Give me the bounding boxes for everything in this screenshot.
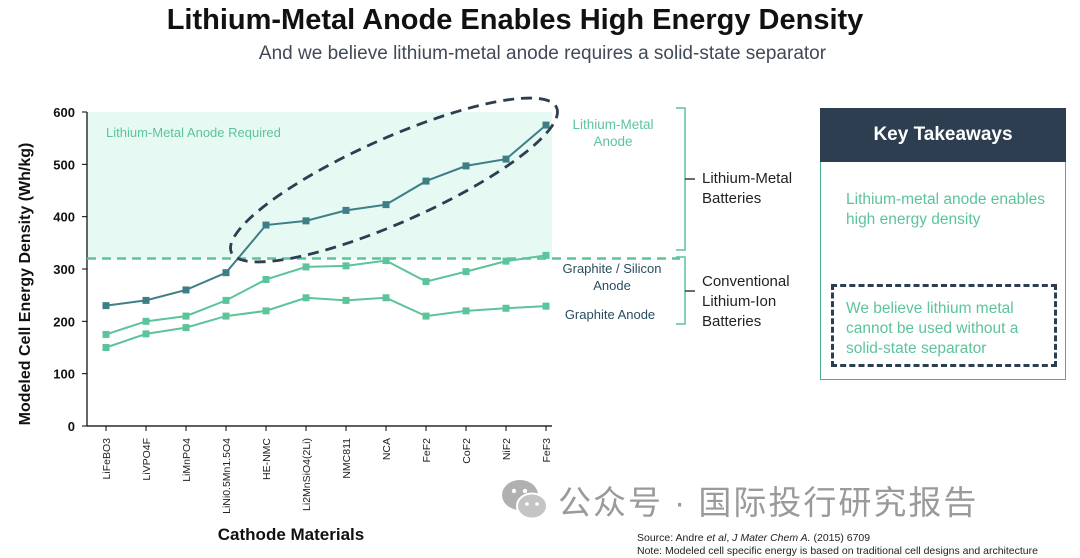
x-tick-label: CoF2 bbox=[461, 438, 473, 464]
series-label-graphite: Graphite Anode bbox=[565, 307, 655, 322]
data-point bbox=[542, 121, 550, 129]
group-label-lithium-metal-line2: Batteries bbox=[702, 190, 761, 207]
wechat-icon bbox=[500, 477, 550, 523]
data-point bbox=[102, 344, 110, 351]
x-tick-label: LiFeBO3 bbox=[101, 438, 113, 480]
page-subtitle: And we believe lithium-metal anode requi… bbox=[258, 43, 827, 64]
energy-density-chart: Lithium-Metal Anode Required 0 100 200 300 40… bbox=[17, 96, 792, 544]
series-line bbox=[105, 296, 547, 349]
group-label-conventional-line1: Conventional bbox=[702, 273, 790, 290]
data-point bbox=[462, 307, 470, 315]
bracket-conventional bbox=[676, 256, 686, 325]
y-tick-label: 200 bbox=[53, 314, 75, 329]
data-point bbox=[542, 251, 550, 259]
x-axis-label: Cathode Materials bbox=[218, 525, 364, 544]
series-label-lithium-metal-line1: Lithium-Metal bbox=[572, 117, 653, 132]
x-tick-label: LiNi0.5Mn1.5O4 bbox=[221, 438, 233, 514]
page-title: Lithium-Metal Anode Enables High Energy … bbox=[166, 4, 864, 36]
source-citation: Source: Andre et al, J Mater Chem A. (20… bbox=[637, 532, 870, 544]
x-tick-label: LiMnPO4 bbox=[181, 438, 193, 482]
data-point bbox=[462, 268, 470, 276]
data-point bbox=[142, 296, 150, 304]
data-point bbox=[262, 307, 270, 315]
y-tick-label: 0 bbox=[68, 419, 75, 434]
bracket-lithium-metal bbox=[676, 107, 686, 251]
y-tick-label: 300 bbox=[53, 262, 75, 277]
series-line bbox=[105, 124, 547, 307]
x-tick-label: FeF2 bbox=[421, 438, 433, 463]
x-tick-label: Li2MnSiO4(2Li) bbox=[301, 438, 313, 511]
x-tick-label: LiVPO4F bbox=[141, 438, 153, 481]
data-point bbox=[102, 330, 110, 338]
takeaway-point-1: Lithium-metal anode enables high energy … bbox=[846, 191, 1046, 228]
watermark: 公众号 · 国际投行研究报告 bbox=[500, 476, 978, 524]
group-label-conventional-line2: Lithium-Ion bbox=[702, 293, 776, 310]
data-point bbox=[302, 217, 310, 225]
data-point bbox=[142, 317, 150, 325]
source-etal: et al bbox=[706, 532, 727, 544]
takeaway-dashed-box bbox=[831, 284, 1057, 367]
series-label-graphite-silicon-line2: Anode bbox=[593, 278, 631, 293]
x-tick-label: FeF3 bbox=[541, 438, 553, 463]
group-label-conventional-line3: Batteries bbox=[702, 313, 761, 330]
footnote: Note: Modeled cell specific energy is ba… bbox=[637, 545, 1038, 557]
data-point bbox=[422, 312, 430, 320]
data-point bbox=[142, 330, 150, 338]
series-line bbox=[105, 254, 547, 336]
data-point bbox=[182, 324, 190, 332]
y-tick-label: 400 bbox=[53, 210, 75, 225]
data-point bbox=[342, 296, 350, 304]
group-label-lithium-metal-line1: Lithium-Metal bbox=[702, 170, 792, 187]
data-point bbox=[222, 269, 230, 277]
data-point bbox=[262, 275, 270, 283]
highlight-ellipse bbox=[229, 96, 559, 264]
data-point bbox=[342, 206, 350, 214]
x-tick-label: NiF2 bbox=[501, 438, 513, 460]
data-point bbox=[302, 263, 310, 271]
x-tick-label: NCA bbox=[381, 438, 393, 460]
source-prefix: Source: Andre bbox=[637, 532, 707, 544]
data-point bbox=[222, 296, 230, 304]
data-point bbox=[302, 294, 310, 302]
source-suffix: (2015) 6709 bbox=[810, 532, 871, 544]
data-point bbox=[502, 304, 510, 312]
y-axis-label: Modeled Cell Energy Density (Wh/kg) bbox=[17, 143, 34, 426]
data-point bbox=[262, 221, 270, 229]
data-point bbox=[182, 286, 190, 294]
data-point bbox=[422, 278, 430, 286]
watermark-text: 公众号 · 国际投行研究报告 bbox=[558, 484, 979, 521]
y-tick-label: 500 bbox=[53, 157, 75, 172]
data-point bbox=[502, 155, 510, 163]
y-tick-label: 100 bbox=[53, 367, 75, 382]
y-tick-label: 600 bbox=[53, 105, 75, 120]
data-point bbox=[342, 262, 350, 270]
data-point bbox=[382, 257, 390, 265]
source-mid: , bbox=[726, 532, 733, 544]
takeaway-point-2: We believe lithium metal cannot be used … bbox=[846, 300, 1019, 357]
data-point bbox=[502, 257, 510, 265]
data-point bbox=[382, 294, 390, 302]
data-point bbox=[422, 177, 430, 185]
data-point bbox=[182, 312, 190, 320]
data-point bbox=[222, 312, 230, 320]
series-label-graphite-silicon-line1: Graphite / Silicon bbox=[563, 261, 662, 276]
data-point bbox=[542, 302, 550, 310]
region-label: Lithium-Metal Anode Required bbox=[106, 125, 281, 140]
key-takeaways-header: Key Takeaways bbox=[820, 108, 1066, 162]
series-label-lithium-metal-line2: Anode bbox=[593, 134, 632, 149]
x-tick-label: NMC811 bbox=[341, 438, 353, 479]
source-journal: J Mater Chem A. bbox=[732, 532, 811, 544]
data-point bbox=[382, 201, 390, 209]
data-point bbox=[462, 162, 470, 170]
data-point bbox=[102, 302, 110, 310]
x-tick-label: HE-NMC bbox=[261, 438, 273, 480]
